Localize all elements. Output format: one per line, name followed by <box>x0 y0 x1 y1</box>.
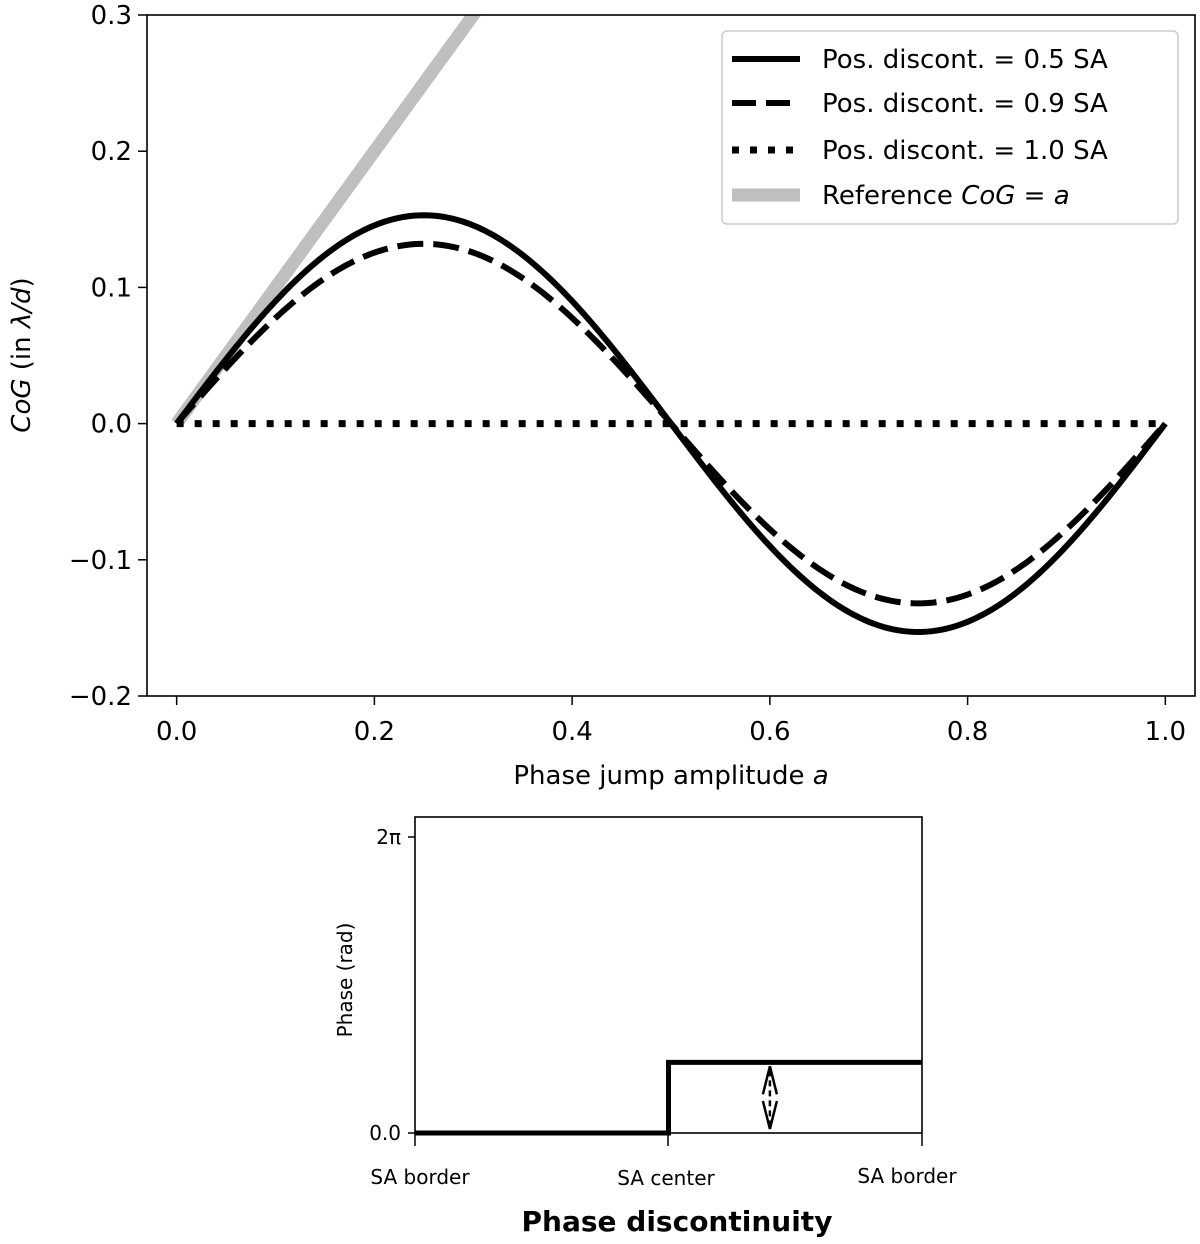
cog-y-axis-label: CoG (in λ/d) <box>7 277 37 432</box>
arrow-head-bottom <box>761 1100 779 1130</box>
cog-y-axis-label-close: ) <box>7 277 37 287</box>
x-tick-label-4: 0.8 <box>947 717 988 747</box>
legend-label-solid: Pos. discont. = 0.5 SA <box>822 45 1108 75</box>
phase-x-tick-label-right: SA border <box>857 1164 957 1188</box>
phase-x-tick-label-center: SA center <box>617 1166 715 1190</box>
y-tick-label-4: 0.2 <box>91 137 132 167</box>
y-tick-label-3: 0.1 <box>91 273 132 303</box>
cog-x-axis-label-text: Phase jump amplitude <box>513 761 812 791</box>
cog-axes-frame <box>146 14 1196 697</box>
y-tick-label-5: 0.3 <box>91 1 132 31</box>
cog-legend: Pos. discont. = 0.5 SA Pos. discont. = 0… <box>721 30 1179 225</box>
cog-plot-area <box>171 15 1168 635</box>
cog-x-axis-label-var: a <box>813 761 829 791</box>
series-dashed-line <box>174 240 1168 607</box>
phase-step-line <box>415 1059 922 1136</box>
phase-y-tick-label-0: 0.0 <box>369 1121 401 1145</box>
legend-label-dashed: Pos. discont. = 0.9 SA <box>822 89 1108 119</box>
cog-y-axis-label-var: CoG <box>7 378 37 432</box>
legend-label-reference-math: CoG = a <box>961 181 1069 211</box>
legend-label-reference-prefix: Reference <box>822 181 961 211</box>
legend-label-reference: Reference CoG = a <box>822 181 1070 211</box>
x-tick-label-1: 0.2 <box>354 717 395 747</box>
cog-y-axis-label-unit: λ/d <box>7 287 37 330</box>
legend-label-dotted: Pos. discont. = 1.0 SA <box>822 136 1108 166</box>
x-tick-label-5: 1.0 <box>1145 717 1186 747</box>
cog-y-axis-label-rest: (in <box>7 328 37 378</box>
x-tick-label-0: 0.0 <box>156 717 197 747</box>
phase-x-ticks: SA border SA center SA border <box>370 1133 957 1190</box>
phase-y-ticks: 0.0 2π <box>369 825 415 1145</box>
y-tick-label-2: 0.0 <box>91 410 132 440</box>
phase-y-tick-label-2pi: 2π <box>376 825 401 849</box>
y-tick-label-0: −0.2 <box>69 682 132 712</box>
legend-frame <box>721 30 1179 225</box>
x-tick-label-3: 0.6 <box>749 717 790 747</box>
y-tick-label-1: −0.1 <box>69 546 132 576</box>
phase-y-axis-label: Phase (rad) <box>333 923 357 1038</box>
cog-y-ticks: −0.2 −0.1 0.0 0.1 0.2 0.3 <box>69 1 147 712</box>
arrow-head-top <box>761 1066 779 1095</box>
phase-x-tick-label-left: SA border <box>370 1165 470 1189</box>
phase-chart: 0.0 2π SA border SA center SA border Pha… <box>333 816 957 1238</box>
cog-x-axis-label: Phase jump amplitude a <box>513 761 828 791</box>
x-tick-label-2: 0.4 <box>551 717 592 747</box>
cog-chart: 0.0 0.2 0.4 0.6 0.8 1.0 −0.2−0.10.00.10.20.3 … <box>7 1 1196 791</box>
cog-x-ticks: 0.0 0.2 0.4 0.6 0.8 1.0 <box>156 696 1186 747</box>
phase-arrow <box>761 1066 779 1130</box>
phase-title: Phase discontinuity <box>522 1205 833 1238</box>
